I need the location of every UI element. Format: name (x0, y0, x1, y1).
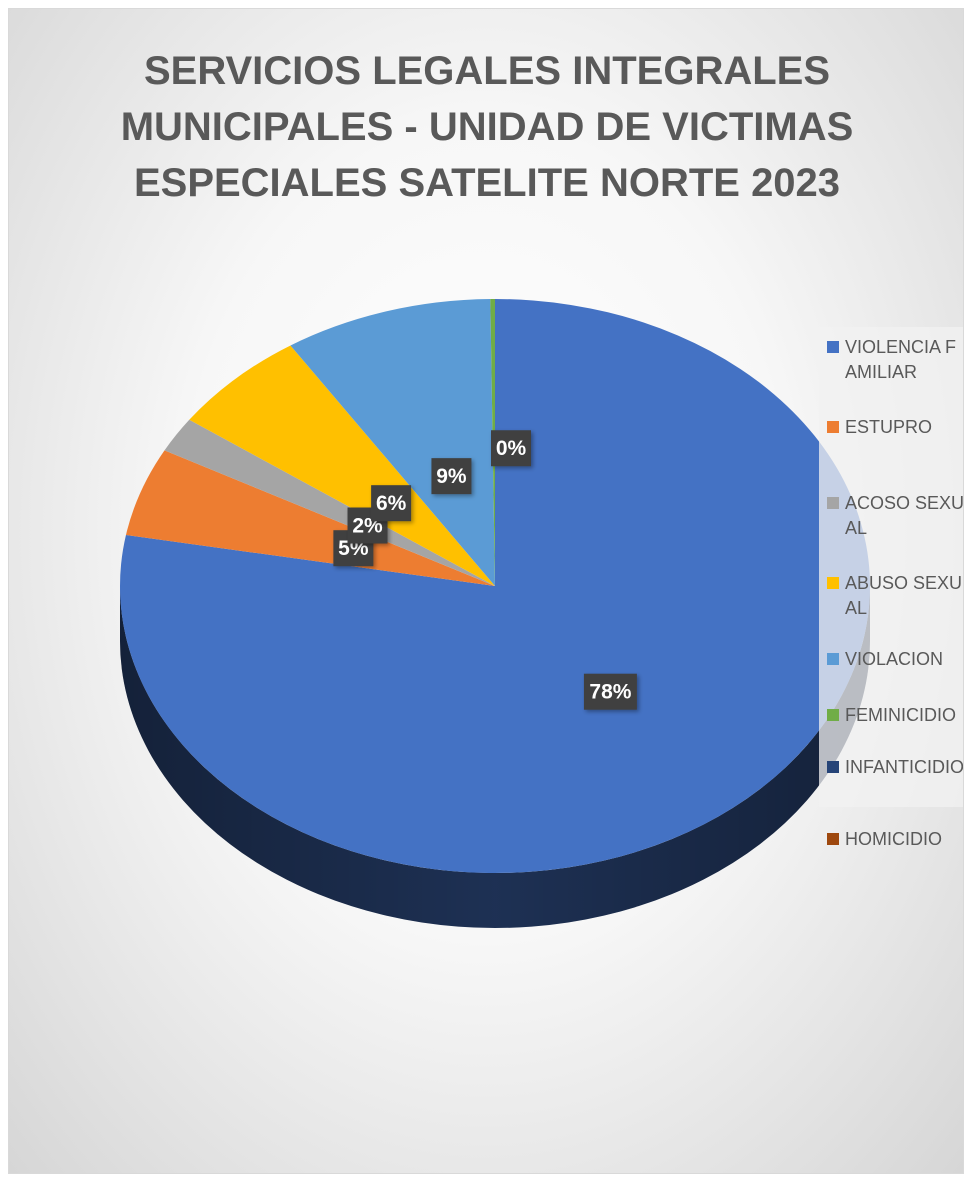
legend-item-violacion: VIOLACION (827, 647, 963, 672)
chart-area: SERVICIOS LEGALES INTEGRALES MUNICIPALES… (8, 8, 964, 1174)
data-label-text-abuso-sexual: 6% (376, 492, 407, 515)
data-label-text-violencia-familiar: 78% (589, 681, 631, 704)
legend-label: VIOLACION (845, 649, 944, 669)
legend-item-abuso-sexual: ABUSO SEXUAL (827, 571, 963, 621)
data-label-box-violacion (431, 458, 472, 495)
pie-slice-abuso-sexual (189, 345, 495, 586)
data-label-box-violencia-familiar (583, 673, 637, 710)
legend-label: ACOSO SEXUAL (845, 493, 964, 538)
legend-item-feminicidio: FEMINICIDIO (827, 703, 963, 728)
legend-swatch (827, 833, 839, 845)
pie-chart: 78%5%2%6%9%0% (120, 299, 870, 928)
data-label-violencia-familiar: 78% (583, 673, 637, 710)
legend-swatch (827, 761, 839, 773)
legend-swatch (827, 341, 839, 353)
data-label-text-feminicidio: 0% (496, 437, 527, 460)
pie-slice-estupro (125, 450, 496, 586)
data-label-feminicidio: 0% (491, 430, 531, 467)
legend-swatch (827, 577, 839, 589)
pie-slice-violacion (290, 299, 495, 586)
legend-swatch (827, 421, 839, 433)
data-labels: 78%5%2%6%9%0% (333, 430, 637, 710)
pie-side-shade-violencia-familiar (120, 586, 870, 928)
data-label-violacion: 9% (431, 458, 472, 495)
legend-label: VIOLENCIA FAMILIAR (845, 337, 957, 382)
chart-title: SERVICIOS LEGALES INTEGRALES MUNICIPALES… (49, 43, 925, 211)
legend-item-estupro: ESTUPRO (827, 415, 963, 440)
legend-item-infanticidio: INFANTICIDIO (827, 755, 964, 780)
legend-swatch (827, 497, 839, 509)
pie-top (120, 299, 870, 873)
data-label-text-violacion: 9% (436, 465, 467, 488)
legend-label: HOMICIDIO (845, 829, 942, 849)
pie-depth (120, 586, 870, 928)
data-label-box-feminicidio (491, 430, 531, 467)
legend-item-acoso-sexual: ACOSO SEXUAL (827, 491, 964, 541)
legend-label: INFANTICIDIO (845, 757, 964, 777)
legend-label: ESTUPRO (845, 417, 933, 437)
legend-item-violencia-familiar: VIOLENCIA FAMILIAR (827, 335, 963, 385)
legend-swatch (827, 709, 839, 721)
legend-label: ABUSO SEXUAL (845, 573, 963, 618)
legend-label: FEMINICIDIO (845, 705, 956, 725)
chart-title-line-3: ESPECIALES SATELITE NORTE 2023 (133, 161, 841, 205)
legend: VIOLENCIA FAMILIAR ESTUPRO ACOSO SEXUAL ABU… (819, 327, 964, 849)
data-label-box-abuso-sexual (371, 485, 412, 522)
data-label-abuso-sexual: 6% (371, 485, 412, 522)
pie-slice-acoso-sexual (164, 419, 495, 586)
legend-swatch (827, 653, 839, 665)
legend-item-homicidio: HOMICIDIO (827, 827, 963, 852)
chart-title-line-2: MUNICIPALES - UNIDAD DE VICTIMAS (120, 105, 854, 149)
chart-title-line-1: SERVICIOS LEGALES INTEGRALES (143, 49, 831, 93)
